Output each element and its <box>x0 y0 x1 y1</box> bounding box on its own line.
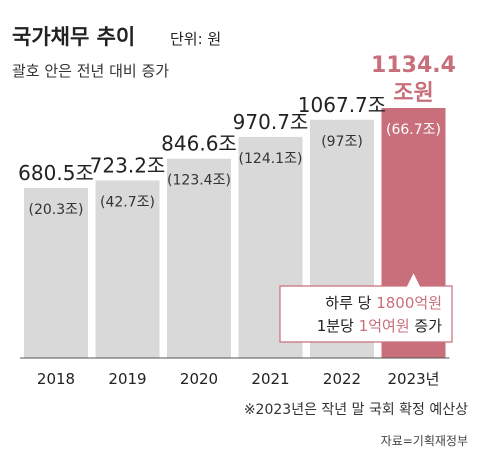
bar-2019 <box>95 180 160 358</box>
change-label-2020: (123.4조) <box>167 173 231 189</box>
chart-header: 국가채무 추이 단위: 원 괄호 안은 전년 대비 증가 <box>12 25 221 80</box>
chart-footer: ※2023년은 작년 말 국회 확정 예산상 자료=기획재정부 <box>244 402 468 448</box>
change-label-highlight: (66.7조) <box>386 122 441 138</box>
annotation-callout: 하루 당 1800억원 1분당 1억여원 증가 <box>279 270 453 343</box>
value-label-2022: 1067.7조 <box>298 93 386 117</box>
bar-labels: 680.5조 (20.3조) 723.2조 (42.7조) 846.6조 (123.4조)… <box>18 53 456 218</box>
x-tick-2022: 2022 <box>323 370 361 388</box>
chart-title: 국가채무 추이 <box>12 25 135 49</box>
value-label-2020: 846.6조 <box>161 132 237 156</box>
x-axis: 2018 2019 2020 2021 2022 2023년 <box>20 357 450 388</box>
x-tick-2018: 2018 <box>37 370 75 388</box>
chart-subtitle: 괄호 안은 전년 대비 증가 <box>12 62 169 80</box>
x-tick-2023년: 2023년 <box>388 370 440 388</box>
chart-unit: 단위: 원 <box>170 30 221 48</box>
bar-2018 <box>24 188 88 358</box>
annotation-box <box>279 270 453 343</box>
change-label-2018: (20.3조) <box>29 202 84 218</box>
change-label-2021: (124.1조) <box>239 151 303 167</box>
value-label-2019: 723.2조 <box>90 153 166 177</box>
x-tick-2019: 2019 <box>108 370 146 388</box>
value-unit-highlight: 조원 <box>393 81 433 106</box>
annotation-line-1: 하루 당 1800억원 <box>325 294 442 312</box>
source-note: 자료=기획재정부 <box>381 434 468 448</box>
change-label-2022: (97조) <box>321 134 363 150</box>
value-label-highlight: 1134.4 <box>371 53 456 78</box>
value-label-2021: 970.7조 <box>233 110 309 134</box>
bar-2020 <box>167 158 231 358</box>
value-label-2018: 680.5조 <box>18 161 94 185</box>
x-tick-2020: 2020 <box>180 370 218 388</box>
footnote: ※2023년은 작년 말 국회 확정 예산상 <box>244 402 468 418</box>
change-label-2019: (42.7조) <box>100 194 155 210</box>
x-tick-2021: 2021 <box>251 370 289 388</box>
annotation-line-2: 1분당 1억여원 증가 <box>317 317 442 335</box>
